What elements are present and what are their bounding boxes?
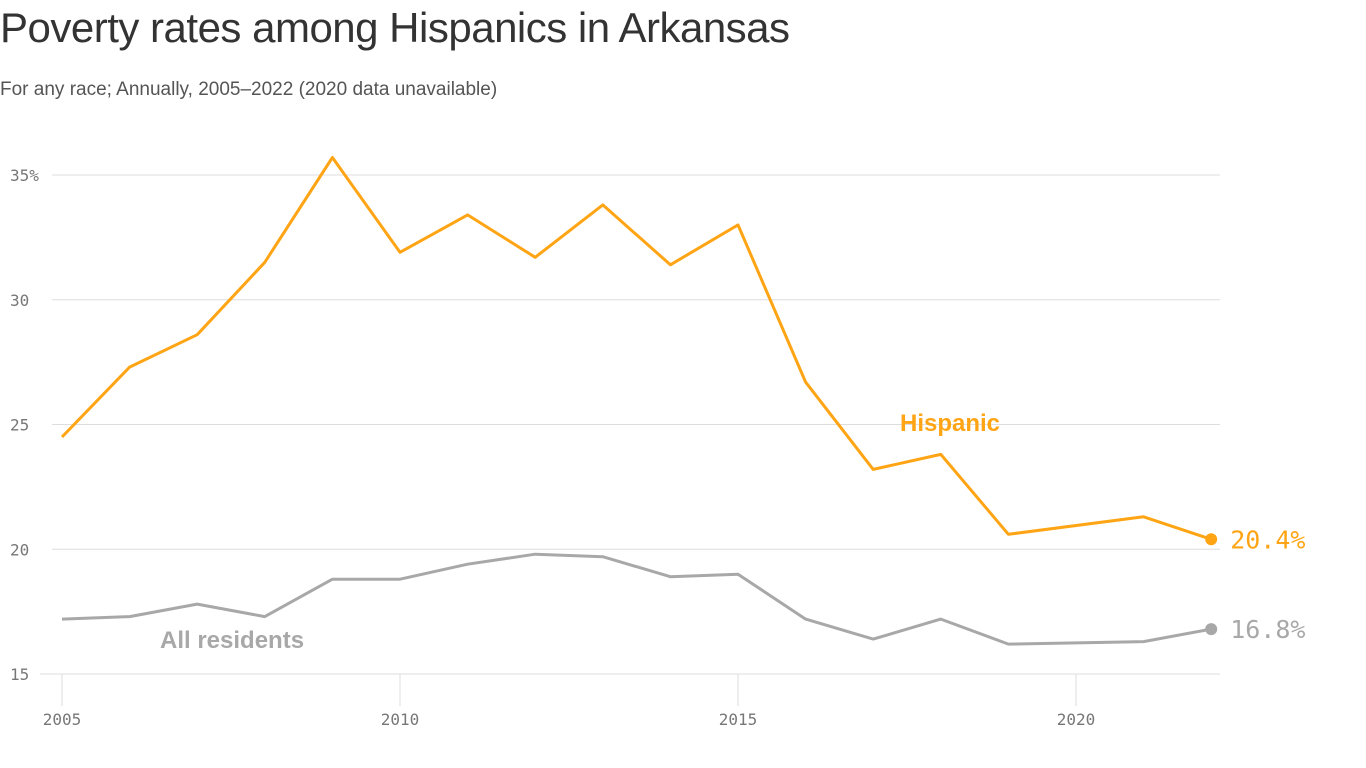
x-tick-label: 2005 xyxy=(43,710,82,729)
y-tick-label: 35% xyxy=(10,166,39,185)
end-point-marker xyxy=(1205,623,1218,636)
series-label-all-residents: All residents xyxy=(160,627,304,654)
end-value-label: 20.4% xyxy=(1230,525,1305,554)
end-point-marker xyxy=(1205,533,1218,546)
chart-subtitle: For any race; Annually, 2005–2022 (2020 … xyxy=(0,79,498,100)
x-tick-label: 2020 xyxy=(1057,710,1096,729)
y-tick-label: 15 xyxy=(10,665,29,684)
y-tick-label: 20 xyxy=(10,540,29,559)
x-tick-label: 2010 xyxy=(381,710,420,729)
y-tick-label: 30 xyxy=(10,291,29,310)
end-value-label: 16.8% xyxy=(1230,615,1305,644)
x-tick-label: 2015 xyxy=(719,710,758,729)
series-label-hispanic: Hispanic xyxy=(900,410,1000,437)
series-line-hispanic xyxy=(60,156,1212,541)
series-line-all-residents xyxy=(61,552,1212,646)
y-tick-label: 25 xyxy=(10,416,29,435)
chart-title: Poverty rates among Hispanics in Arkansa… xyxy=(0,4,790,51)
